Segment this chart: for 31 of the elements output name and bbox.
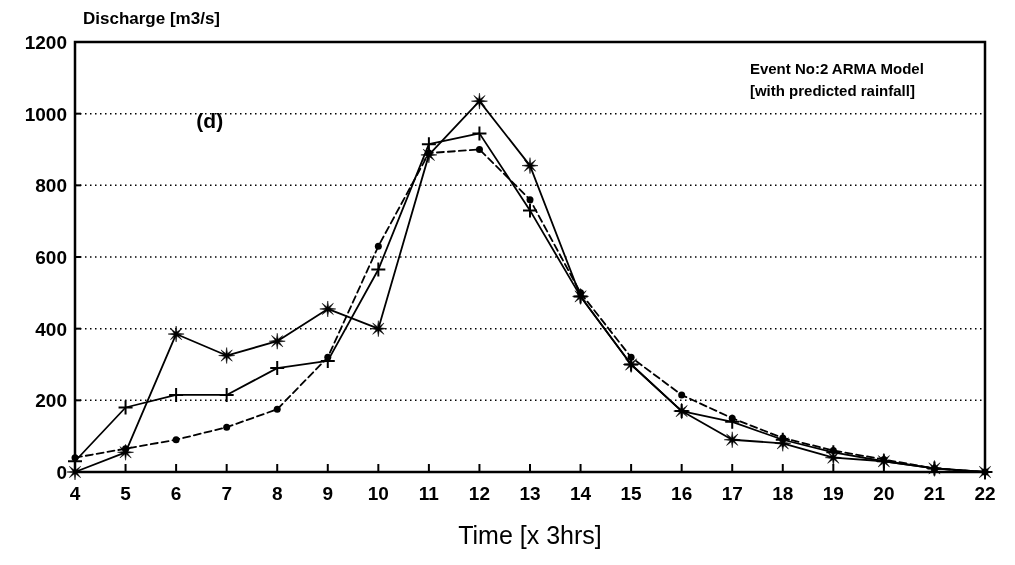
x-tick-label: 13 <box>519 483 541 504</box>
x-tick-label: 19 <box>822 483 844 504</box>
y-tick-label: 1200 <box>24 32 67 53</box>
annotation: (d) <box>196 109 224 132</box>
x-tick-label: 17 <box>721 483 743 504</box>
x-tick-label: 8 <box>271 483 283 504</box>
y-tick-label: 800 <box>35 175 67 197</box>
x-tick-label: 22 <box>974 483 996 504</box>
x-tick-label: 21 <box>923 483 946 504</box>
annotation: [with predicted rainfall] <box>749 82 915 100</box>
x-tick-label: 12 <box>468 483 491 504</box>
x-tick-label: 20 <box>873 483 895 504</box>
x-tick-label: 5 <box>120 483 132 504</box>
y-tick-label: 600 <box>35 247 67 268</box>
x-tick-label: 6 <box>170 483 182 504</box>
x-axis-title: Time [x 3hrs] <box>458 521 602 549</box>
x-tick-label: 16 <box>671 483 693 504</box>
x-tick-label: 11 <box>418 483 440 504</box>
x-tick-label: 4 <box>69 483 81 504</box>
y-tick-label: 1000 <box>24 103 67 125</box>
x-tick-label: 9 <box>322 483 334 504</box>
annotation: Event No:2 ARMA Model <box>749 60 924 78</box>
x-tick-label: 7 <box>221 483 232 504</box>
x-tick-label: 10 <box>367 483 389 504</box>
x-tick-label: 15 <box>620 483 643 504</box>
y-tick-label: 400 <box>35 318 67 340</box>
y-tick-label: 200 <box>35 390 67 412</box>
x-tick-label: 14 <box>569 483 592 504</box>
y-axis-title: Discharge [m3/s] <box>83 9 220 28</box>
y-tick-label: 0 <box>56 462 67 483</box>
x-tick-label: 18 <box>772 483 794 504</box>
